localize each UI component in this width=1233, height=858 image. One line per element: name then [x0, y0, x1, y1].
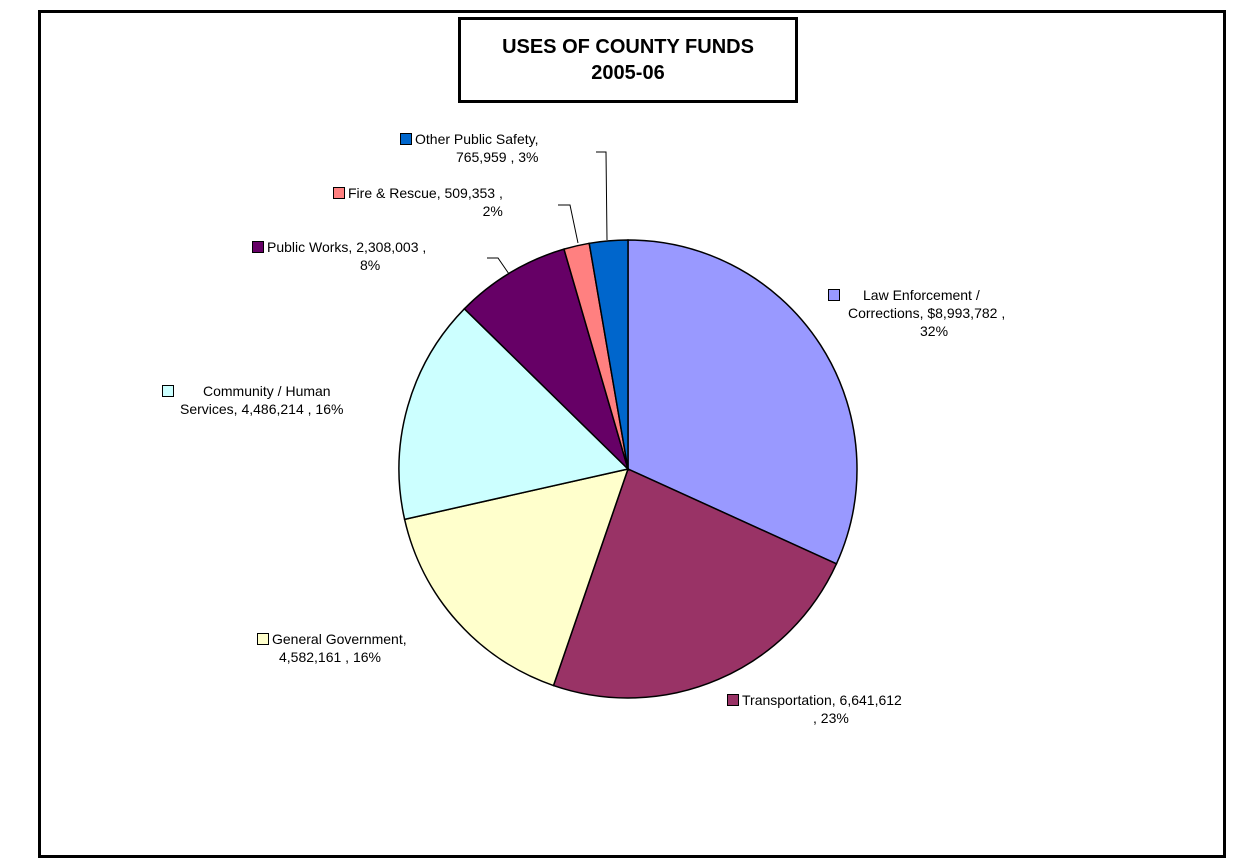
- leader-line-public-works: [487, 257, 510, 275]
- legend-swatch-fire: [333, 187, 345, 199]
- label-other-public-safety: Other Public Safety, 765,959 , 3%: [400, 130, 538, 166]
- pie-slice-other-public-safety: [588, 239, 629, 470]
- legend-swatch-other: [400, 133, 412, 145]
- legend-swatch-community: [162, 385, 174, 397]
- label-law-enforcement: Law Enforcement / Corrections, $8,993,78…: [828, 286, 1005, 340]
- label-text: 4,582,161 , 16%: [279, 649, 381, 665]
- label-text: 2%: [482, 203, 503, 219]
- label-text: , 23%: [813, 710, 849, 726]
- pie-slice-public-works: [463, 248, 630, 472]
- label-text: Law Enforcement /: [863, 287, 980, 303]
- label-fire-rescue: Fire & Rescue, 509,353 , 2%: [333, 184, 503, 220]
- chart-title-line1: USES OF COUNTY FUNDS: [502, 36, 754, 58]
- label-community-human-services: Community / Human Services, 4,486,214 , …: [162, 382, 343, 418]
- label-text: Public Works, 2,308,003 ,: [267, 239, 427, 255]
- legend-swatch-public-works: [252, 241, 264, 253]
- label-general-government: General Government, 4,582,161 , 16%: [257, 630, 407, 666]
- pie-slice-community-human-services: [398, 307, 630, 521]
- legend-swatch-general: [257, 633, 269, 645]
- chart-title-box: USES OF COUNTY FUNDS 2005-06: [458, 17, 798, 103]
- label-transportation: Transportation, 6,641,612 , 23%: [727, 691, 902, 727]
- label-text: 765,959 , 3%: [455, 149, 539, 165]
- legend-swatch-law: [828, 289, 840, 301]
- label-text: 32%: [920, 323, 949, 339]
- leader-line-fire: [558, 204, 579, 244]
- label-public-works: Public Works, 2,308,003 , 8%: [252, 238, 426, 274]
- label-text: General Government,: [272, 631, 407, 647]
- label-text: Other Public Safety,: [415, 131, 539, 147]
- label-text: Corrections, $8,993,782 ,: [848, 305, 1006, 321]
- label-text: Fire & Rescue, 509,353 ,: [348, 185, 503, 201]
- legend-swatch-transportation: [727, 694, 739, 706]
- pie-slice-general-government: [403, 467, 630, 687]
- pie-slice-law-enforcement-corrections: [627, 239, 858, 565]
- label-text: Community / Human: [203, 383, 331, 399]
- leader-line-other: [596, 151, 608, 241]
- chart-title-line2: 2005-06: [591, 62, 665, 84]
- pie-slice-transportation: [552, 467, 838, 699]
- label-text: 8%: [360, 257, 381, 273]
- label-text: Services, 4,486,214 , 16%: [180, 401, 344, 417]
- label-text: Transportation, 6,641,612: [742, 692, 902, 708]
